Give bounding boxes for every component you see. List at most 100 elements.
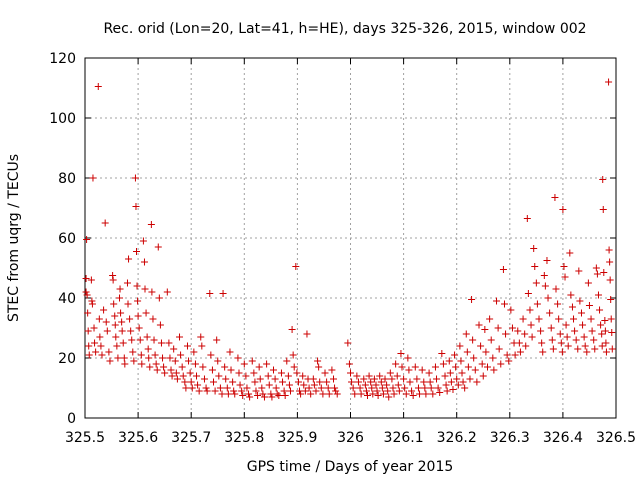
data-point [288, 326, 296, 333]
data-point [181, 378, 189, 386]
data-point [206, 290, 214, 297]
data-point [524, 290, 532, 297]
data-point [289, 351, 297, 359]
data-point [537, 327, 545, 335]
data-point [413, 375, 421, 383]
data-point [598, 330, 606, 338]
data-point [438, 350, 446, 357]
data-point [598, 342, 606, 350]
data-point [486, 315, 494, 323]
data-point [571, 327, 579, 335]
data-point [114, 354, 122, 362]
data-point [481, 326, 489, 333]
data-point [376, 372, 384, 380]
data-point [283, 357, 291, 365]
data-point [607, 296, 615, 303]
data-point [483, 363, 491, 371]
data-point [96, 333, 104, 341]
data-point [159, 354, 167, 362]
data-point [439, 360, 447, 368]
data-point [133, 282, 141, 290]
data-point [421, 384, 429, 392]
data-point [101, 219, 109, 227]
data-point [567, 291, 575, 299]
data-point [500, 300, 508, 308]
data-point [136, 336, 144, 344]
data-point [210, 378, 218, 386]
data-point [420, 378, 428, 386]
data-point [388, 375, 396, 383]
data-point [191, 360, 199, 368]
data-point [222, 375, 230, 383]
data-point [133, 248, 141, 255]
x-tick-label: 326.2 [437, 430, 477, 446]
data-point [315, 363, 323, 371]
data-point [312, 387, 320, 395]
data-point [497, 360, 505, 368]
data-point [279, 378, 287, 386]
data-point [425, 369, 433, 377]
data-point [353, 372, 361, 380]
data-point [207, 351, 215, 359]
data-point [197, 333, 205, 341]
data-point [579, 321, 587, 329]
data-point [587, 315, 595, 323]
data-point [532, 279, 540, 287]
data-point [548, 336, 556, 344]
data-point [258, 384, 266, 392]
data-point [543, 257, 551, 264]
data-point [182, 384, 190, 392]
data-point [349, 384, 357, 392]
data-point [131, 174, 139, 182]
data-point [443, 387, 451, 395]
data-point [200, 375, 208, 383]
data-point [507, 306, 515, 314]
data-point [385, 393, 393, 401]
data-point [303, 330, 311, 338]
data-point [365, 372, 373, 380]
data-point [608, 329, 616, 336]
data-point [240, 360, 248, 368]
data-point [344, 339, 352, 347]
x-axis-label: GPS time / Days of year 2015 [247, 459, 454, 475]
y-tick-label: 100 [49, 111, 76, 127]
data-point [530, 245, 538, 252]
data-point [229, 378, 237, 386]
data-point [109, 272, 117, 279]
data-point [284, 372, 292, 380]
data-point [591, 345, 599, 353]
data-point [574, 345, 582, 353]
data-point [367, 378, 375, 386]
data-point [300, 381, 308, 389]
data-point [156, 321, 164, 329]
data-point [552, 285, 560, 293]
data-point [144, 345, 152, 353]
data-point [416, 390, 424, 398]
data-point [100, 306, 108, 314]
data-point [447, 378, 455, 386]
data-point [83, 291, 91, 299]
data-point [572, 336, 580, 344]
x-tick-label: 325.8 [224, 430, 264, 446]
data-point [351, 390, 359, 398]
data-point [82, 288, 90, 296]
data-point [370, 375, 378, 383]
data-point [146, 363, 154, 371]
data-point [360, 375, 368, 383]
data-point [173, 375, 181, 383]
data-point [600, 269, 608, 276]
data-point [272, 384, 280, 392]
data-point [597, 321, 605, 329]
data-point [124, 300, 132, 308]
data-point [560, 263, 568, 270]
data-point [103, 327, 111, 335]
data-point [347, 369, 354, 377]
data-point [102, 318, 110, 326]
data-point [383, 381, 391, 389]
data-point [561, 273, 569, 281]
data-point [369, 390, 377, 398]
data-point [317, 384, 325, 392]
data-point [129, 348, 137, 356]
data-point [570, 315, 578, 323]
data-point [139, 237, 147, 245]
